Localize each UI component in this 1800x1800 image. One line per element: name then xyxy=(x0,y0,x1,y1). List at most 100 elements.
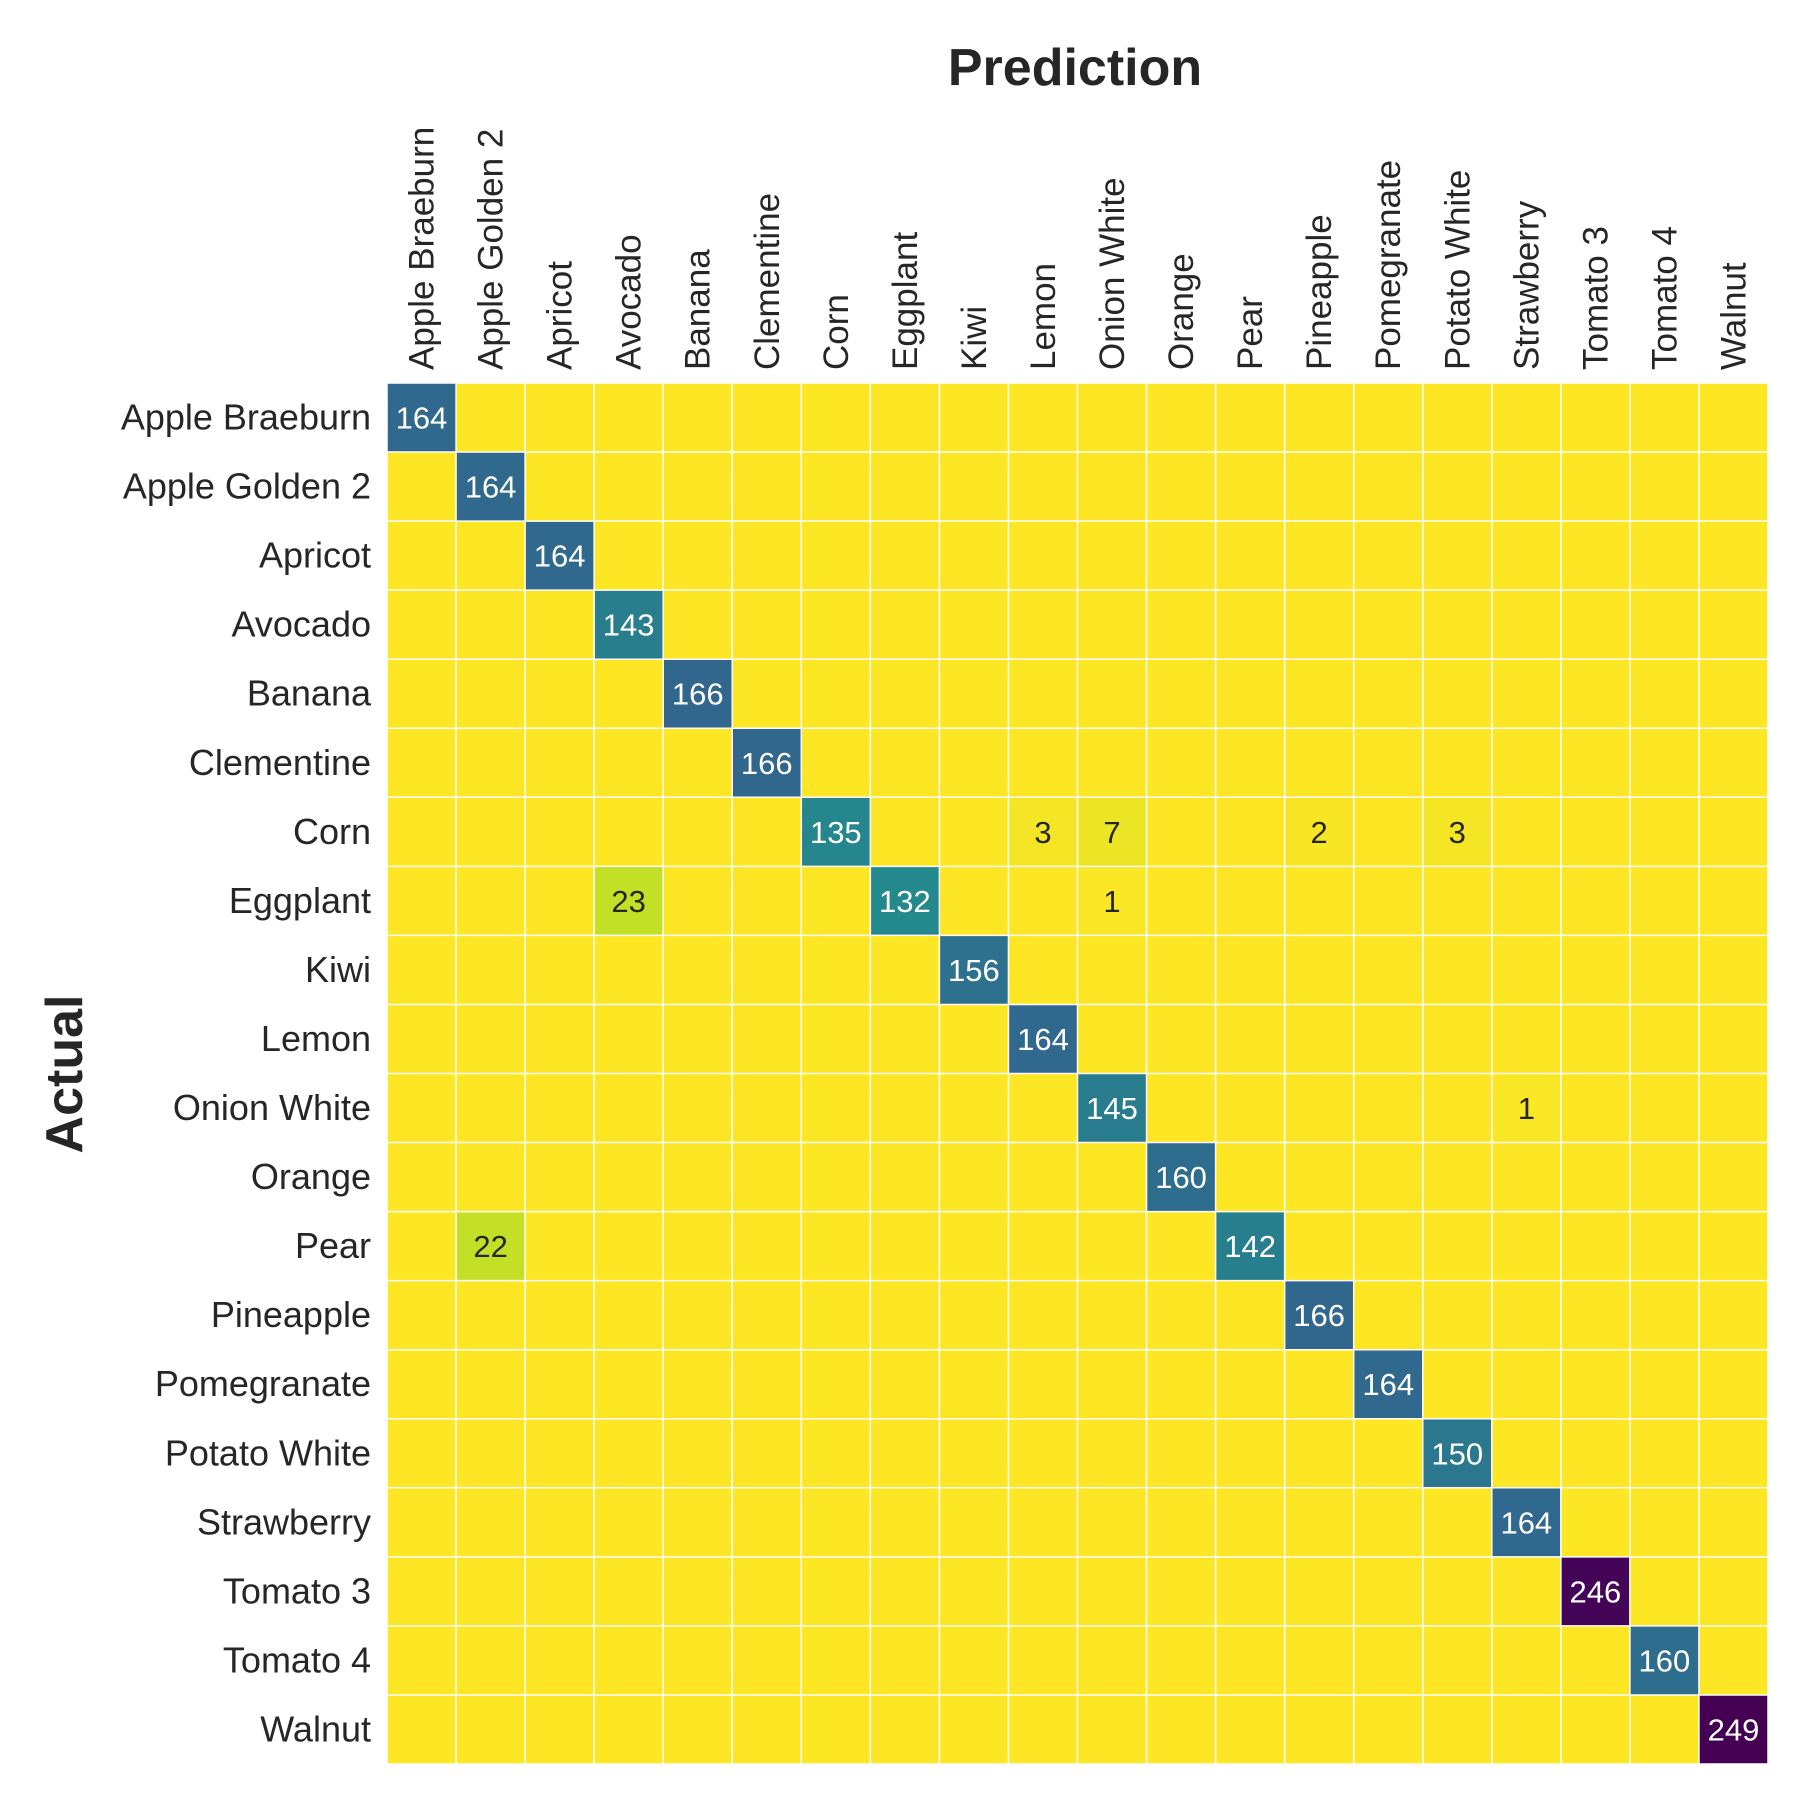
heatmap-cell xyxy=(732,728,802,798)
heatmap-cell xyxy=(870,1694,940,1764)
heatmap-cell xyxy=(1077,659,1147,729)
heatmap-cell xyxy=(1353,521,1423,591)
heatmap-cell xyxy=(387,1004,457,1074)
heatmap-cell xyxy=(1077,521,1147,591)
heatmap-cell xyxy=(1560,797,1630,867)
y-tick-label: Apple Braeburn xyxy=(121,397,371,438)
heatmap-cell xyxy=(1422,590,1492,660)
heatmap-cell xyxy=(1698,659,1768,729)
heatmap-cell xyxy=(939,521,1009,591)
heatmap-cell xyxy=(1008,935,1078,1005)
heatmap-cell xyxy=(1284,866,1354,936)
y-tick-label: Banana xyxy=(247,673,372,714)
heatmap-cell xyxy=(663,866,733,936)
heatmap-cells xyxy=(387,383,1768,1764)
heatmap-cell xyxy=(456,1349,526,1419)
heatmap-cell xyxy=(1008,1142,1078,1212)
heatmap-cell xyxy=(387,1694,457,1764)
heatmap-cell xyxy=(387,935,457,1005)
heatmap-cell xyxy=(1284,1142,1354,1212)
heatmap-cell xyxy=(1008,590,1078,660)
heatmap-cell xyxy=(1284,1349,1354,1419)
heatmap-cell xyxy=(1146,1625,1216,1695)
x-tick-label: Apple Braeburn xyxy=(403,127,442,370)
heatmap-cell xyxy=(732,452,802,522)
heatmap-cell xyxy=(525,1694,595,1764)
heatmap-cell xyxy=(1146,1142,1216,1212)
heatmap-cell xyxy=(1284,797,1354,867)
heatmap-cell xyxy=(525,797,595,867)
heatmap-cell xyxy=(1215,728,1285,798)
x-tick-label: Banana xyxy=(679,249,718,370)
cell-value-label: 1 xyxy=(1103,884,1120,919)
heatmap-cell xyxy=(801,1280,871,1350)
heatmap-cell xyxy=(1698,383,1768,453)
heatmap-cell xyxy=(1215,1349,1285,1419)
heatmap-cell xyxy=(870,521,940,591)
heatmap-cell xyxy=(1146,452,1216,522)
heatmap-cell xyxy=(732,659,802,729)
heatmap-cell xyxy=(939,1694,1009,1764)
heatmap-cell xyxy=(1146,1349,1216,1419)
cell-value-label: 246 xyxy=(1570,1574,1622,1609)
heatmap-cell xyxy=(1698,797,1768,867)
heatmap-cell xyxy=(1077,1280,1147,1350)
heatmap-cell xyxy=(1008,728,1078,798)
heatmap-cell xyxy=(1353,452,1423,522)
heatmap-cell xyxy=(456,1487,526,1557)
heatmap-cell xyxy=(1353,935,1423,1005)
heatmap-cell xyxy=(1215,866,1285,936)
heatmap-cell xyxy=(663,935,733,1005)
heatmap-cell xyxy=(456,1418,526,1488)
heatmap-cell xyxy=(939,1625,1009,1695)
heatmap-cell xyxy=(1491,866,1561,936)
heatmap-cell xyxy=(1560,1073,1630,1143)
heatmap-cell xyxy=(732,1625,802,1695)
heatmap-cell xyxy=(1008,383,1078,453)
heatmap-cell xyxy=(1560,590,1630,660)
heatmap-cell xyxy=(1077,1211,1147,1281)
heatmap-cell xyxy=(1077,1625,1147,1695)
heatmap-cell xyxy=(1215,452,1285,522)
heatmap-cell xyxy=(732,866,802,936)
heatmap-cell xyxy=(1560,866,1630,936)
heatmap-cell xyxy=(1422,1280,1492,1350)
heatmap-cell xyxy=(456,935,526,1005)
y-tick-label: Onion White xyxy=(173,1087,371,1128)
heatmap-cell xyxy=(732,1211,802,1281)
cell-value-label: 132 xyxy=(879,884,931,919)
heatmap-cell xyxy=(525,1280,595,1350)
heatmap-cell xyxy=(387,797,457,867)
heatmap-cell xyxy=(456,521,526,591)
x-tick-label: Onion White xyxy=(1093,177,1132,370)
x-tick-label: Apricot xyxy=(541,261,580,370)
heatmap-cell xyxy=(663,1349,733,1419)
heatmap-cell xyxy=(1077,1694,1147,1764)
heatmap-cell xyxy=(1422,1349,1492,1419)
heatmap-cell xyxy=(525,1487,595,1557)
heatmap-cell xyxy=(594,1280,664,1350)
x-tick-label: Potato White xyxy=(1438,170,1477,370)
heatmap-cell xyxy=(456,728,526,798)
heatmap-cell xyxy=(387,866,457,936)
heatmap-cell xyxy=(1491,1211,1561,1281)
heatmap-cell xyxy=(1008,659,1078,729)
heatmap-cell xyxy=(732,1073,802,1143)
heatmap-cell xyxy=(1629,935,1699,1005)
heatmap-cell xyxy=(1077,1487,1147,1557)
heatmap-cell xyxy=(1353,728,1423,798)
heatmap-cell xyxy=(1215,1142,1285,1212)
x-tick-label: Walnut xyxy=(1714,262,1753,370)
heatmap-cell xyxy=(1284,1625,1354,1695)
heatmap-cell xyxy=(387,1280,457,1350)
heatmap-cell xyxy=(1491,521,1561,591)
heatmap-cell xyxy=(1698,1487,1768,1557)
heatmap-cell xyxy=(870,383,940,453)
y-tick-label: Eggplant xyxy=(229,880,371,921)
heatmap-cell xyxy=(1560,521,1630,591)
heatmap-cell xyxy=(939,1142,1009,1212)
heatmap-cell xyxy=(939,866,1009,936)
heatmap-cell xyxy=(387,1625,457,1695)
heatmap-cell xyxy=(732,590,802,660)
heatmap-cell xyxy=(1629,590,1699,660)
